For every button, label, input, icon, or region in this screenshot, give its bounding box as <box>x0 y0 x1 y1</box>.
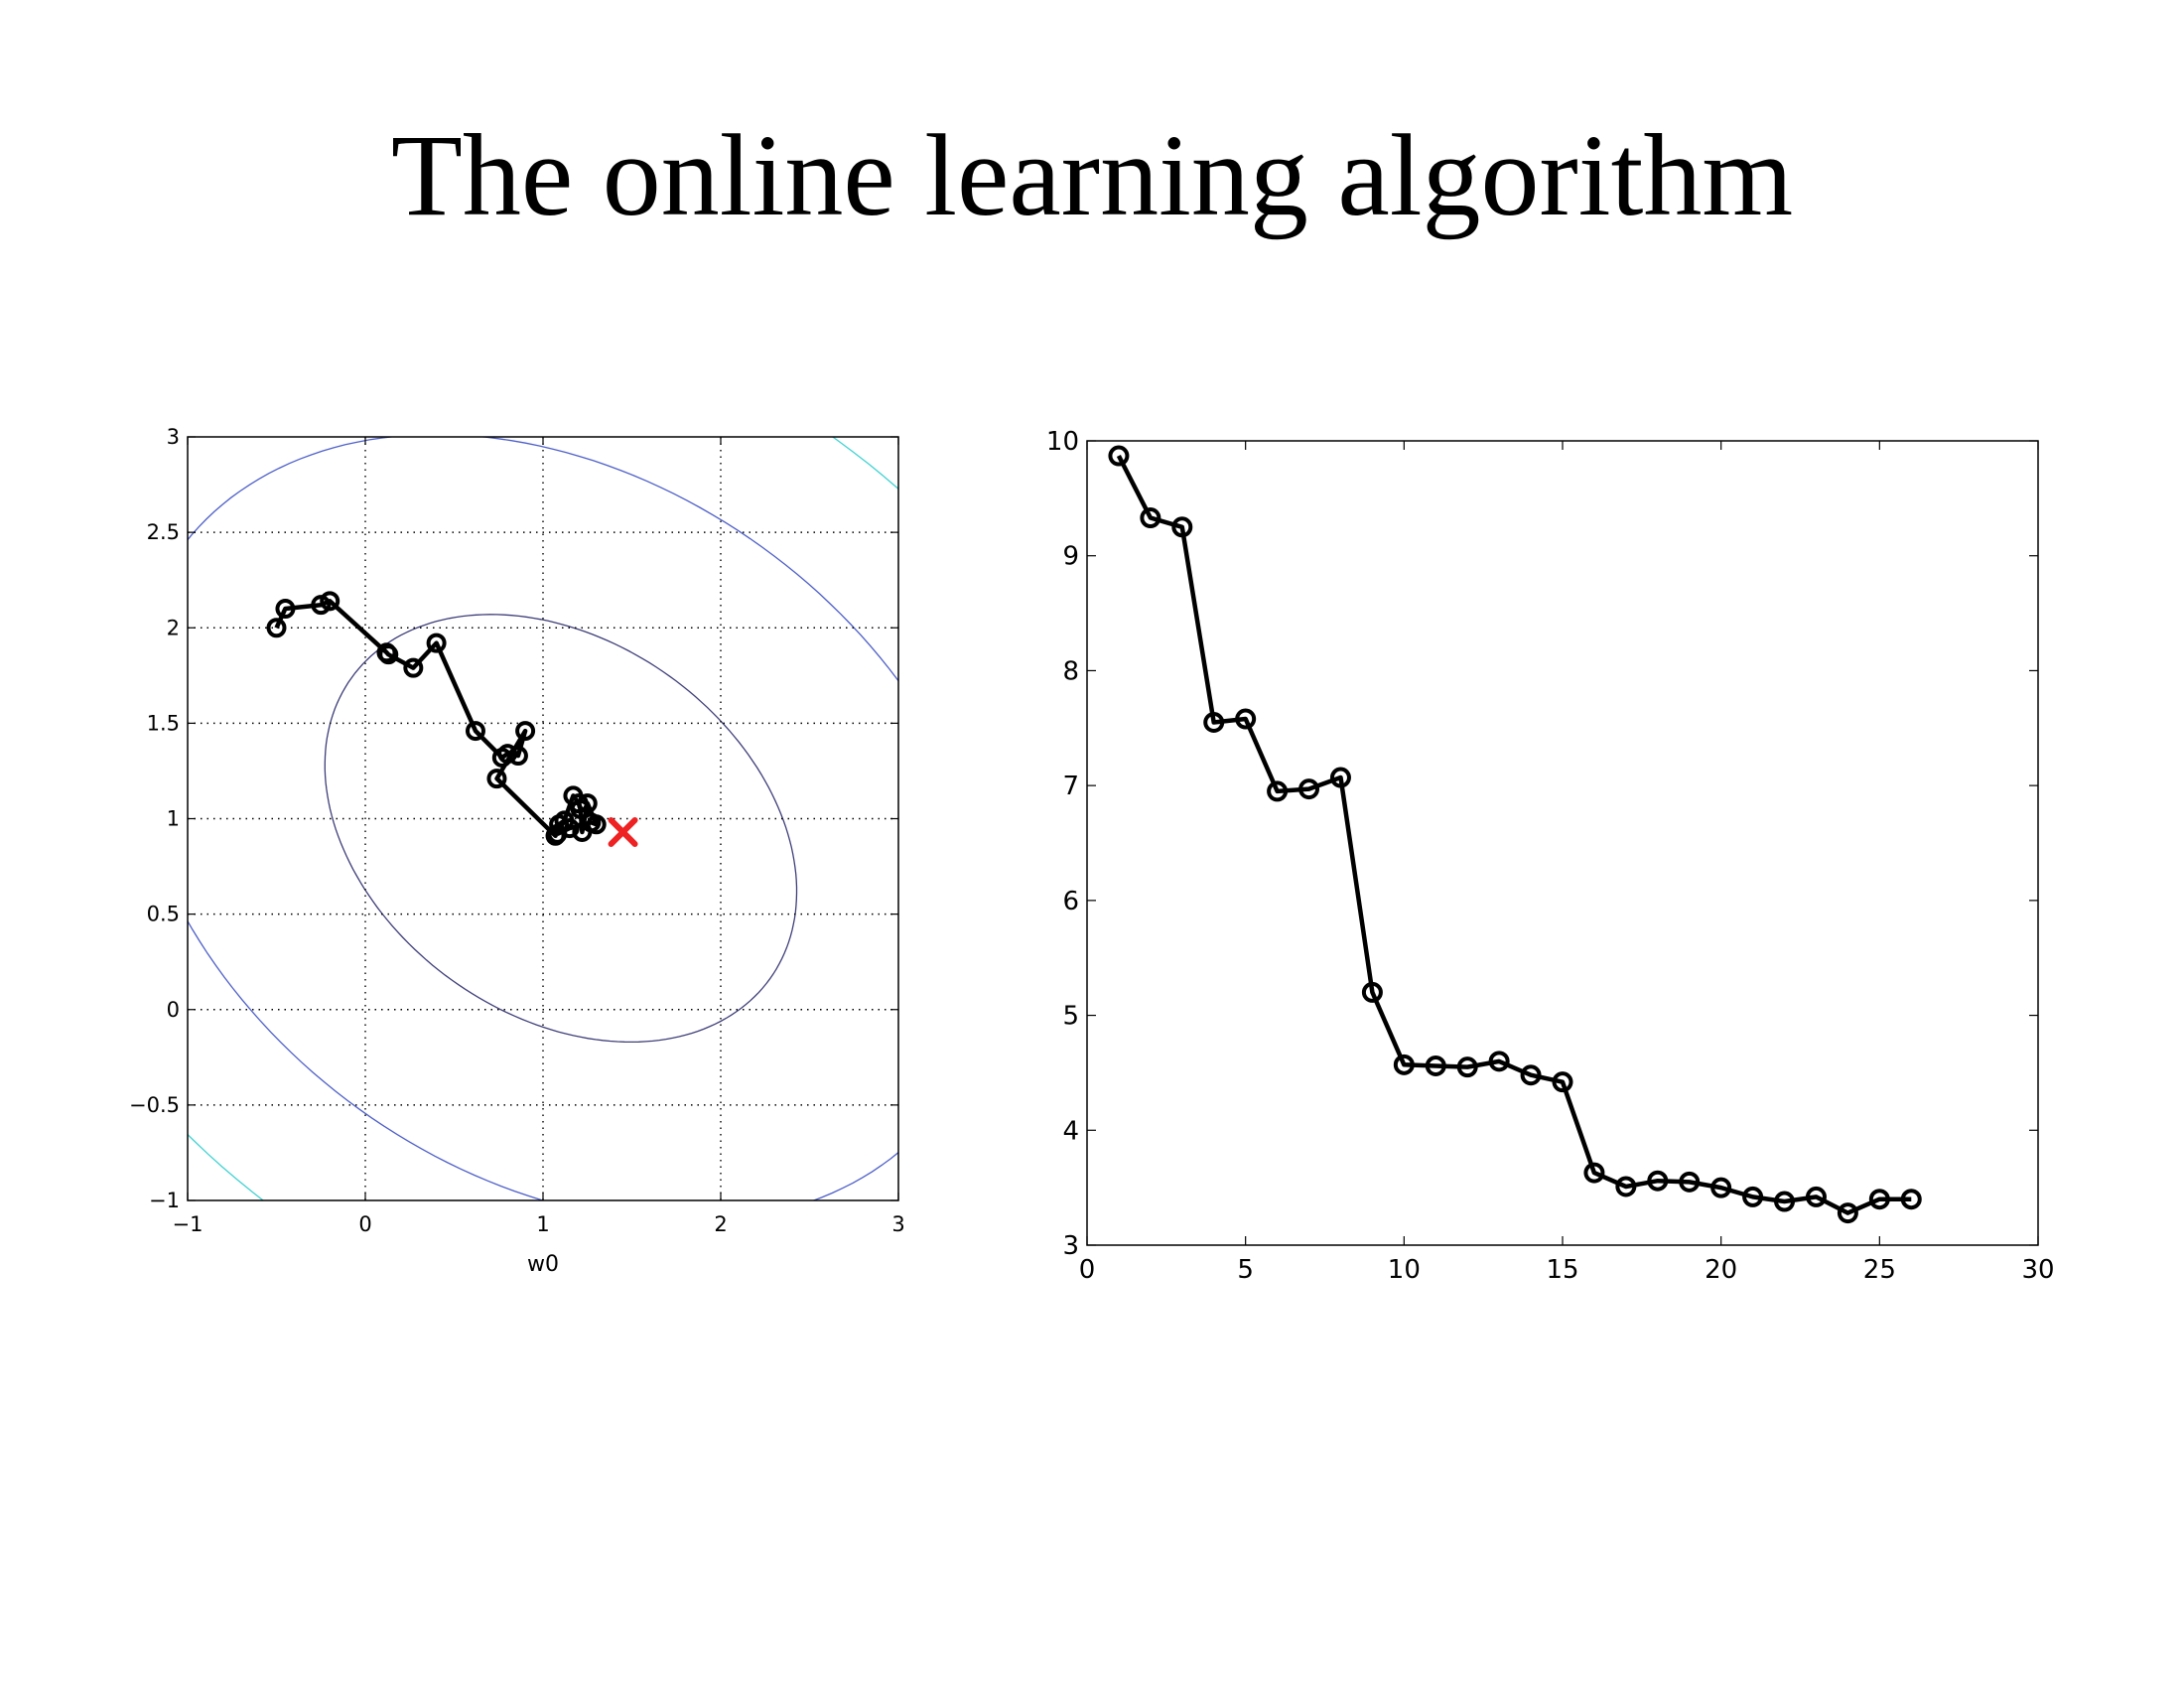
data-point <box>1235 708 1257 730</box>
data-point <box>1679 1171 1701 1193</box>
y-tick-label-0: −1 <box>149 1189 180 1212</box>
x-tick-label-0: 0 <box>1079 1255 1096 1285</box>
x-tick-label-2: 10 <box>1388 1255 1421 1285</box>
data-point <box>1900 1189 1922 1210</box>
data-point <box>1425 1055 1446 1076</box>
data-point <box>1456 1056 1478 1078</box>
x-tick-label-5: 25 <box>1863 1255 1896 1285</box>
data-point <box>1520 1064 1542 1086</box>
data-point <box>1298 778 1320 800</box>
data-point <box>1805 1186 1827 1207</box>
data-point <box>1267 780 1289 802</box>
y-tick-label-2: 0 <box>167 998 180 1022</box>
y-tick-label-5: 8 <box>1062 656 1079 686</box>
data-point <box>497 744 518 765</box>
data-point <box>1710 1177 1732 1198</box>
series-path <box>266 591 607 846</box>
x-tick-label-0: −1 <box>173 1212 204 1236</box>
data-point <box>1868 1189 1890 1210</box>
y-tick-label-6: 9 <box>1062 542 1079 572</box>
optimum-marker <box>608 816 638 847</box>
data-point <box>426 633 447 653</box>
chart-right: 0 5 10 15 20 25 30 3 4 5 6 7 8 9 10 <box>1046 427 2055 1285</box>
data-point <box>547 823 568 844</box>
data-point <box>486 769 507 789</box>
data-point <box>266 618 287 638</box>
y-tick-label-4: 1 <box>167 807 180 831</box>
chart-left: −1 0 1 2 3 −1 −0.5 0 0.5 1 1.5 2 2.5 3 w0 <box>129 425 905 1277</box>
data-point <box>1140 507 1161 529</box>
x-tick-label-1: 0 <box>358 1212 371 1236</box>
y-tick-label-7: 2.5 <box>147 520 180 544</box>
y-tick-label-3: 6 <box>1062 887 1079 916</box>
page-title: The online learning algorithm <box>390 110 1794 240</box>
y-tick-label-8: 3 <box>167 425 180 449</box>
data-point <box>1583 1162 1605 1184</box>
data-point <box>1615 1176 1637 1197</box>
data-point <box>1837 1202 1858 1224</box>
y-tick-label-7: 10 <box>1046 427 1079 457</box>
data-point <box>1647 1170 1669 1192</box>
optimum-stroke-b <box>608 816 638 847</box>
y-tick-label-6: 2 <box>167 616 180 639</box>
data-point <box>275 599 296 620</box>
y-tick-label-3: 0.5 <box>147 903 180 926</box>
data-point <box>1171 516 1193 538</box>
data-point <box>1393 1054 1415 1075</box>
y-tick-label-5: 1.5 <box>147 711 180 735</box>
data-point <box>320 591 341 612</box>
x-tick-label-6: 30 <box>2021 1255 2054 1285</box>
contour-line-0 <box>324 614 798 1044</box>
plot-area-right <box>1087 441 2038 1245</box>
data-point <box>1742 1186 1764 1207</box>
data-point <box>1361 981 1383 1003</box>
data-point <box>403 657 424 678</box>
x-tick-label-4: 20 <box>1705 1255 1737 1285</box>
data-point <box>465 721 485 742</box>
x-tick-label-2: 1 <box>536 1212 549 1236</box>
data-point <box>515 721 536 742</box>
y-tick-label-4: 7 <box>1062 772 1079 801</box>
data-point <box>581 812 602 833</box>
contour-lines <box>188 437 898 1200</box>
data-point <box>577 793 598 814</box>
data-point <box>1329 767 1351 788</box>
axis-ticks: −1 0 1 2 3 −1 −0.5 0 0.5 1 1.5 2 2.5 3 <box>129 425 905 1236</box>
axis-ticks: 0 5 10 15 20 25 30 3 4 5 6 7 8 9 10 <box>1046 427 2055 1285</box>
x-tick-label-1: 5 <box>1237 1255 1254 1285</box>
x-tick-label-3: 15 <box>1546 1255 1578 1285</box>
series-path <box>1108 445 1922 1224</box>
x-axis-label: w0 <box>527 1252 559 1277</box>
data-point <box>1552 1071 1573 1093</box>
x-tick-label-4: 3 <box>891 1212 904 1236</box>
data-point <box>1774 1191 1796 1212</box>
data-point <box>1203 712 1225 733</box>
data-point <box>378 644 399 665</box>
x-tick-label-3: 2 <box>714 1212 727 1236</box>
grid-lines <box>188 437 898 1200</box>
y-tick-label-0: 3 <box>1062 1231 1079 1261</box>
data-point <box>1488 1051 1510 1072</box>
y-tick-label-1: 4 <box>1062 1116 1079 1146</box>
y-tick-label-1: −0.5 <box>129 1093 180 1117</box>
data-point <box>1108 445 1130 467</box>
y-tick-label-2: 5 <box>1062 1002 1079 1032</box>
data-point <box>507 746 528 767</box>
series-line <box>1116 454 1912 1215</box>
